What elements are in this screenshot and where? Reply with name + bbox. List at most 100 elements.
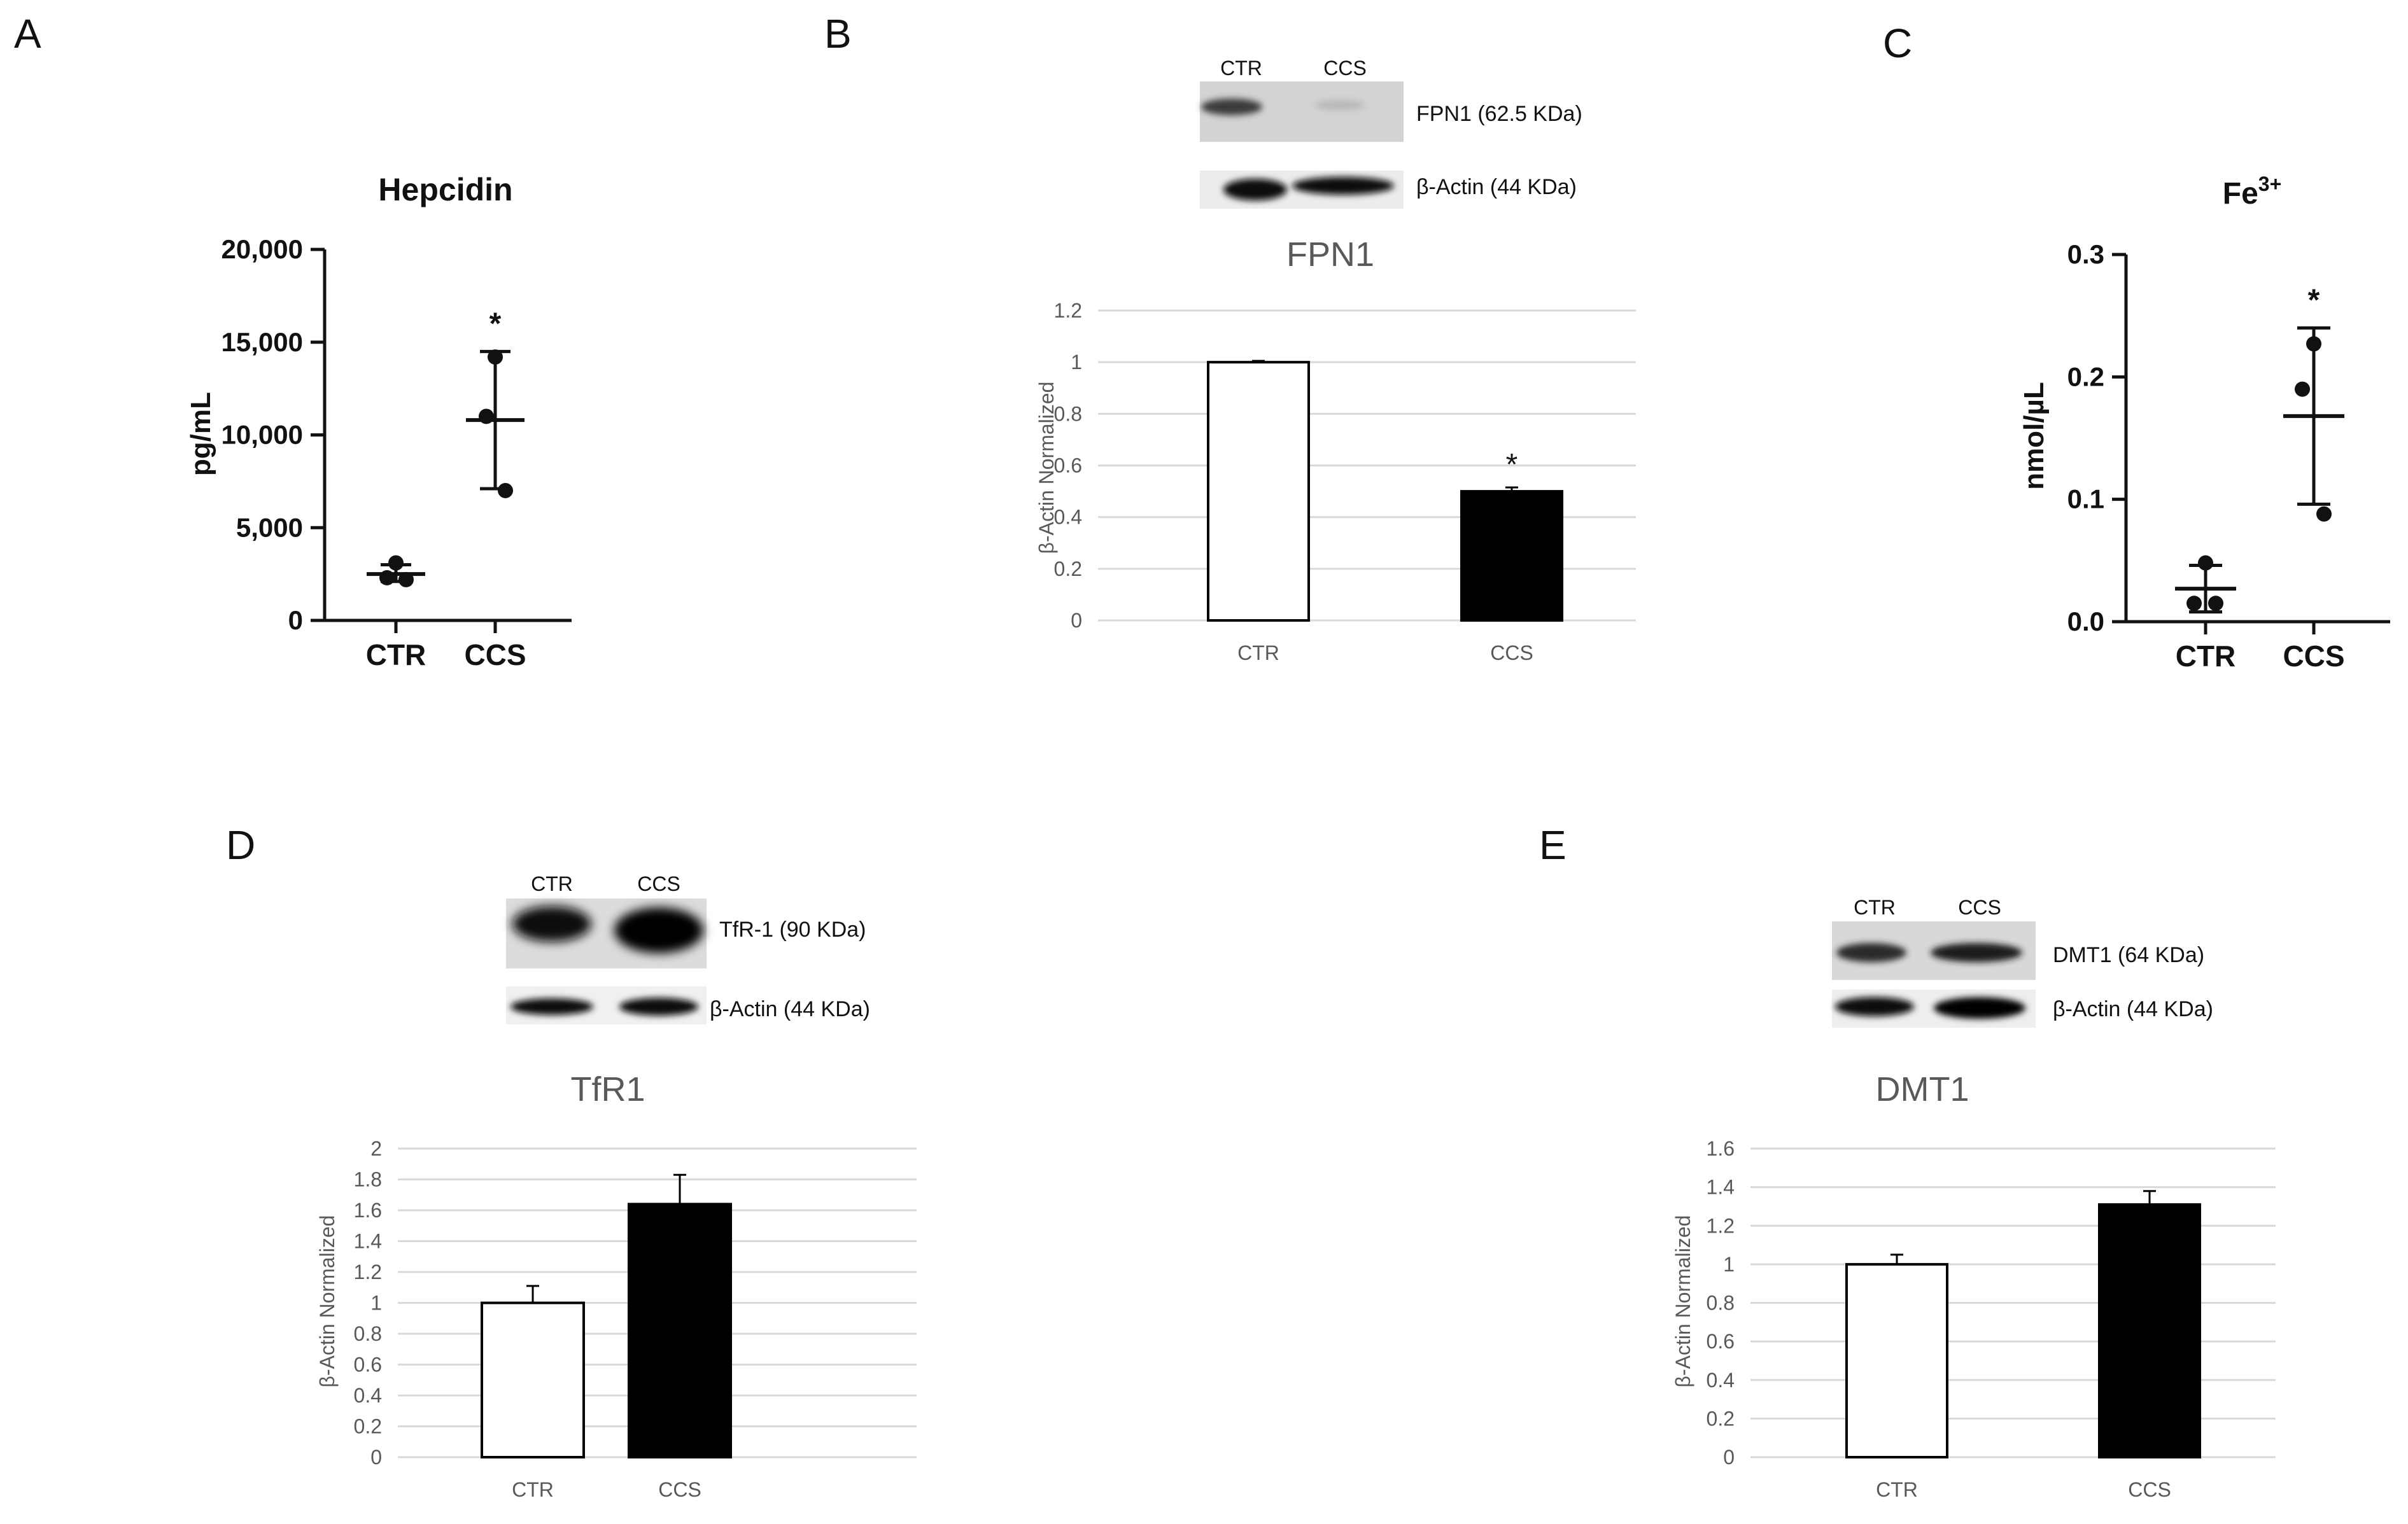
blot-e-label-top: DMT1 (64 KDa) [2053, 943, 2204, 967]
chart-b-title: FPN1 [1286, 235, 1374, 274]
y-tick-label: 5,000 [236, 512, 303, 542]
blot-b-band-ccs-bottom [1292, 177, 1394, 195]
y-tick-label: 1.8 [354, 1168, 382, 1191]
y-tick-label: 0.2 [1054, 557, 1082, 580]
x-tick-label: CCS [658, 1478, 701, 1501]
y-tick-label: 0 [370, 1446, 382, 1469]
panel-a: Hepcidin pg/mL 05,00010,00015,00020,000 … [185, 172, 572, 671]
blot-e: CTR CCS DMT1 (64 KDa) β-Actin (44 KDa) [1832, 896, 2213, 1028]
blot-e-band-ctr-top [1836, 943, 1906, 962]
significance-asterisk: * [1506, 448, 1518, 482]
y-tick-label: 0.8 [1707, 1292, 1735, 1315]
x-tick-label: CCS [2128, 1478, 2171, 1501]
y-tick-label: 0.8 [354, 1322, 382, 1345]
significance-asterisk: * [489, 307, 502, 340]
panel-letter-b: B [824, 11, 852, 57]
panel-d: CTR CCS TfR-1 (90 KDa) β-Actin (44 KDa) … [316, 872, 917, 1501]
blot-b-label-bottom: β-Actin (44 KDa) [1416, 175, 1577, 199]
blot-d: CTR CCS TfR-1 (90 KDa) β-Actin (44 KDa) [506, 872, 870, 1024]
chart-e-title: DMT1 [1876, 1070, 1969, 1108]
y-tick-label: 0.6 [1054, 454, 1082, 477]
panel-letter-a: A [14, 11, 41, 57]
y-tick-label: 0.1 [2067, 484, 2104, 514]
blot-b-lane-ccs: CCS [1323, 57, 1367, 80]
chart-b-ylabel: β-Actin Normalized [1035, 382, 1058, 554]
y-tick-label: 0 [1723, 1446, 1735, 1469]
y-tick-label: 0 [1071, 609, 1082, 632]
x-tick-label: CTR [2176, 640, 2236, 673]
y-tick-label: 1.6 [354, 1199, 382, 1222]
x-tick-label: CTR [1237, 641, 1279, 664]
blot-d-label-bottom: β-Actin (44 KDa) [710, 997, 870, 1021]
y-tick-label: 20,000 [222, 234, 303, 264]
significance-asterisk: * [2308, 283, 2320, 317]
x-tick-label: CCS [2283, 640, 2344, 673]
panel-b: CTR CCS FPN1 (62.5 KDa) β-Actin (44 KDa)… [1035, 57, 1636, 664]
blot-e-band-ccs-bottom [1934, 997, 2025, 1019]
y-tick-label: 0.4 [354, 1384, 382, 1407]
bar-ctr [481, 1301, 585, 1458]
data-point-ccs [2316, 506, 2332, 522]
chart-a-ylabel: pg/mL [185, 392, 216, 476]
chart-c-title-sup: 3+ [2258, 172, 2281, 195]
data-point-ccs [479, 409, 494, 424]
data-point-ctr [379, 570, 395, 585]
x-tick-label: CCS [1490, 641, 1533, 664]
y-tick-label: 0.0 [2067, 606, 2104, 636]
data-point-ctr [2208, 596, 2223, 612]
bar-ccs [1460, 490, 1563, 622]
blot-d-band-ctr-top [512, 906, 591, 942]
chart-c-title: Fe3+ [2223, 172, 2282, 211]
panel-e: CTR CCS DMT1 (64 KDa) β-Actin (44 KDa) D… [1672, 896, 2276, 1501]
panel-c: Fe3+ nmol/µL 0.0 0.1 0.2 0.3 CTR CCS * [2018, 172, 2390, 673]
chart-c-ylabel: nmol/µL [2018, 382, 2050, 490]
blot-e-lane-ccs: CCS [1958, 896, 2001, 919]
blot-b-band-ctr-top [1201, 99, 1262, 115]
y-tick-label: 0 [288, 605, 303, 635]
y-tick-label: 1.2 [1054, 299, 1082, 322]
y-tick-label: 0.4 [1054, 506, 1082, 529]
blot-e-band-ccs-top [1931, 943, 2022, 962]
y-tick-label: 1 [1723, 1253, 1735, 1276]
y-tick-label: 1.6 [1707, 1137, 1735, 1160]
bar-ctr [1845, 1262, 1948, 1458]
blot-e-lane-ctr: CTR [1854, 896, 1896, 919]
data-point-ctr [388, 555, 404, 571]
blot-e-label-bottom: β-Actin (44 KDa) [2053, 997, 2213, 1021]
chart-e-ylabel: β-Actin Normalized [1672, 1215, 1694, 1388]
blot-b-lane-ctr: CTR [1220, 57, 1262, 80]
blot-d-label-top: TfR-1 (90 KDa) [719, 918, 866, 942]
y-tick-label: 0.2 [2067, 361, 2104, 391]
y-tick-label: 0.2 [1707, 1407, 1735, 1430]
data-point-ctr [2186, 596, 2202, 612]
blot-d-band-ccs-top [614, 907, 703, 953]
blot-d-lane-ctr: CTR [531, 872, 573, 895]
x-tick-label: CCS [464, 638, 526, 671]
y-tick-label: 1 [1071, 351, 1082, 374]
data-point-ccs [498, 482, 513, 498]
chart-a-title: Hepcidin [378, 172, 512, 207]
y-tick-label: 0.6 [1707, 1330, 1735, 1353]
data-point-ctr [2198, 555, 2213, 571]
y-tick-label: 0.2 [354, 1415, 382, 1438]
y-tick-label: 1 [370, 1292, 382, 1315]
x-tick-label: CTR [512, 1478, 554, 1501]
chart-c-title-main: Fe [2223, 177, 2258, 211]
bar-ccs [628, 1203, 732, 1459]
bar-ctr [1207, 361, 1310, 622]
y-tick-label: 1.4 [354, 1230, 382, 1253]
x-tick-label: CTR [1876, 1478, 1918, 1501]
data-point-ccs [2306, 336, 2321, 352]
y-tick-label: 0.8 [1054, 402, 1082, 425]
blot-d-band-ccs-bottom [619, 998, 698, 1016]
blot-b-band-ctr-bottom [1223, 179, 1287, 200]
y-tick-label: 2 [370, 1137, 382, 1160]
y-tick-label: 0.3 [2067, 239, 2104, 269]
data-point-ccs [2295, 381, 2310, 397]
data-point-ctr [398, 571, 414, 587]
panel-letter-d: D [226, 822, 255, 868]
blot-d-band-ctr-bottom [510, 998, 593, 1015]
x-tick-label: CTR [366, 638, 426, 671]
data-point-ccs [488, 349, 503, 365]
